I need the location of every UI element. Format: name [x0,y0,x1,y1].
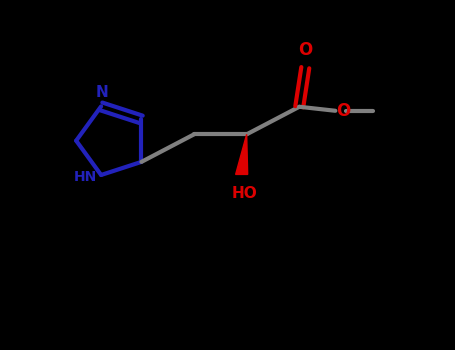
Text: O: O [336,102,351,120]
Text: HN: HN [74,170,97,184]
Polygon shape [236,134,248,174]
Text: O: O [298,41,313,59]
Text: HO: HO [231,186,257,201]
Text: N: N [96,85,108,100]
